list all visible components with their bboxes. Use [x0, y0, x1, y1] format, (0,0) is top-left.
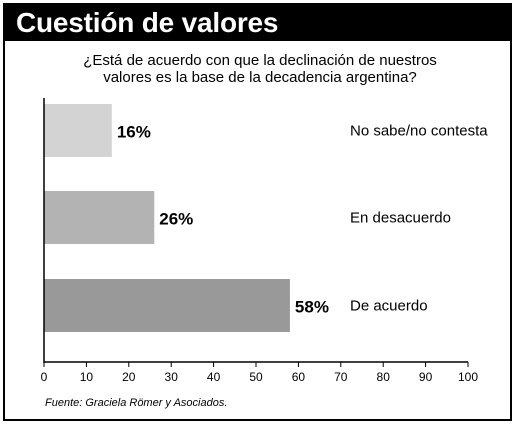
bars-layer: 16% No sabe/no contesta 26% En desacuerdo 58…	[44, 104, 488, 332]
bar-1	[44, 191, 155, 244]
x-tick-label-3: 30	[165, 370, 179, 384]
x-tick-label-2: 20	[122, 370, 136, 384]
x-tick-label-6: 60	[292, 370, 306, 384]
bar-2	[44, 279, 290, 332]
x-tick-label-10: 100	[458, 370, 478, 384]
data-label-2: 58%	[295, 298, 329, 317]
x-tick-label-5: 50	[249, 370, 263, 384]
title-bar: Cuestión de valores	[3, 3, 512, 41]
x-tick-label-8: 80	[377, 370, 391, 384]
data-label-1: 26%	[159, 210, 193, 229]
category-label-2: De acuerdo	[350, 298, 428, 315]
category-label-1: En desacuerdo	[350, 210, 451, 227]
x-tick-label-0: 0	[41, 370, 48, 384]
question-line-2: valores es la base de la decadencia arge…	[103, 69, 417, 86]
x-tick-label-1: 10	[80, 370, 94, 384]
bar-0	[44, 104, 112, 157]
category-label-0: No sabe/no contesta	[350, 123, 488, 140]
x-tick-label-7: 70	[334, 370, 348, 384]
data-label-0: 16%	[117, 123, 151, 142]
source-note: Fuente: Graciela Römer y Asociados.	[45, 397, 228, 409]
x-tick-label-9: 90	[419, 370, 433, 384]
x-tick-label-4: 40	[207, 370, 221, 384]
chart-title: Cuestión de valores	[16, 7, 279, 38]
x-axis: 0 10 20 30 40 50 60 70 80 90 100	[41, 98, 478, 384]
question-line-1: ¿Está de acuerdo con que la declinación …	[83, 52, 437, 69]
